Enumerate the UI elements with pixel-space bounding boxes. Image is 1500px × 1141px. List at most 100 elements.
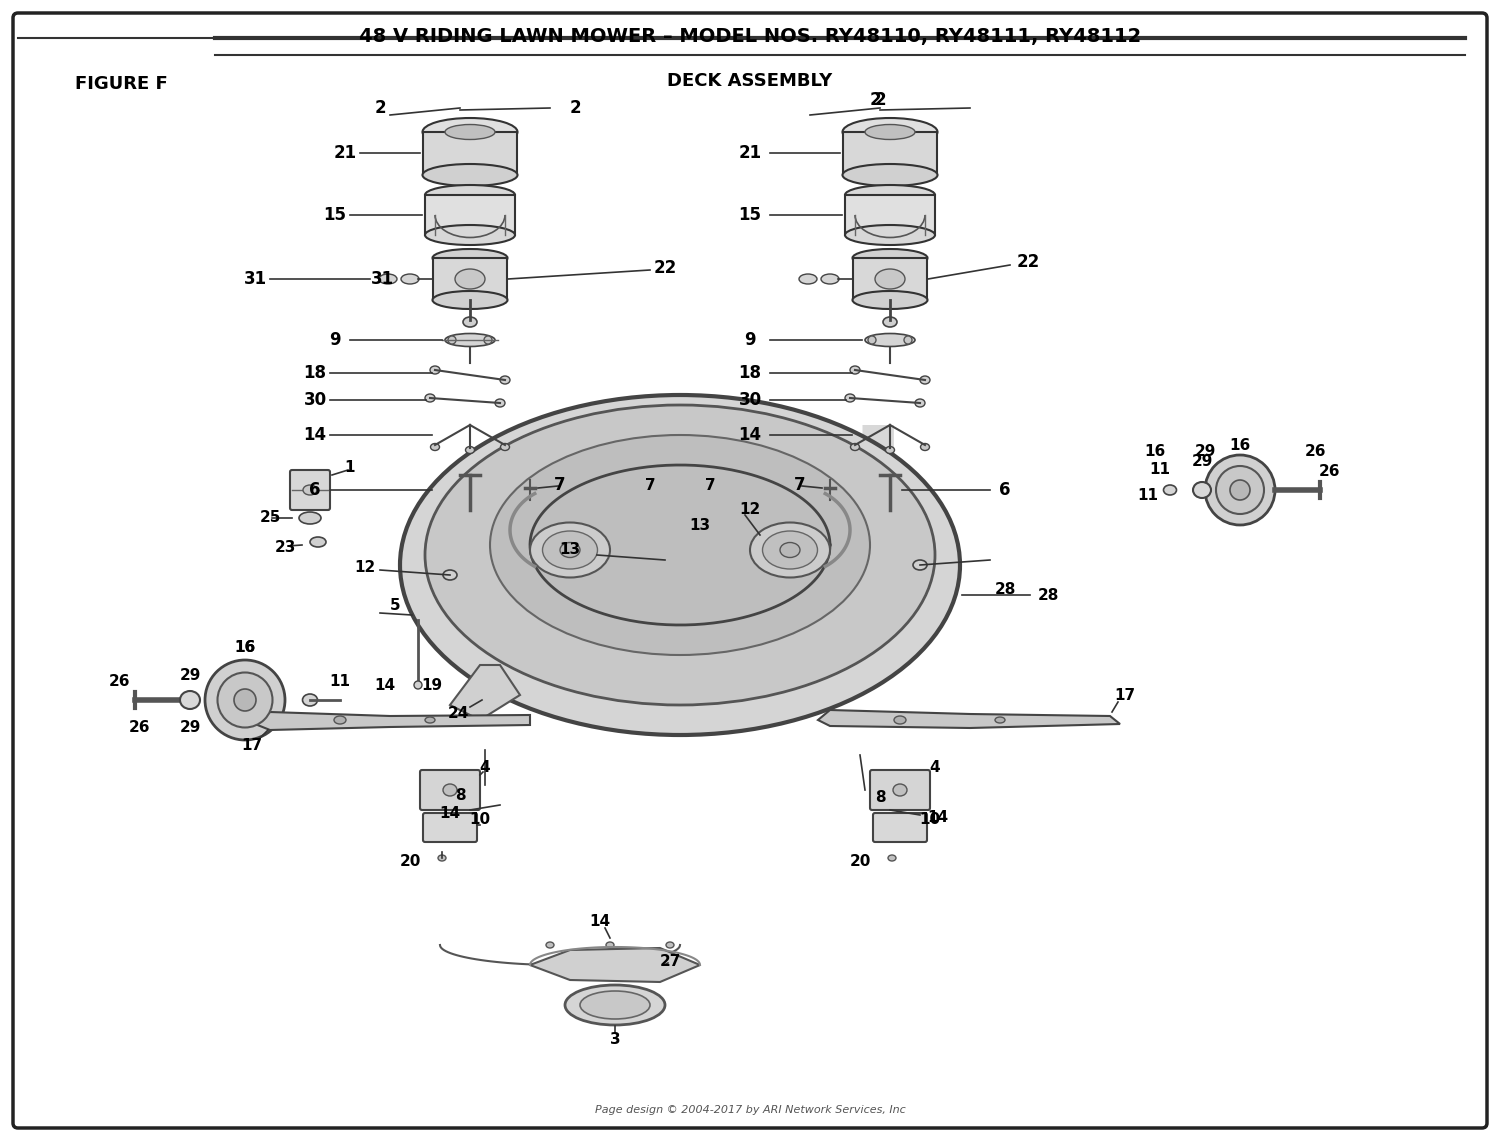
Text: 17: 17: [242, 737, 262, 753]
Ellipse shape: [850, 366, 859, 374]
Text: 29: 29: [180, 720, 201, 736]
Text: 14: 14: [303, 426, 327, 444]
FancyBboxPatch shape: [870, 770, 930, 810]
Text: 18: 18: [303, 364, 327, 382]
FancyBboxPatch shape: [13, 13, 1486, 1128]
Ellipse shape: [442, 784, 458, 796]
Text: 3: 3: [609, 1033, 621, 1047]
Ellipse shape: [310, 537, 326, 547]
Ellipse shape: [303, 485, 316, 495]
Ellipse shape: [432, 249, 507, 267]
Ellipse shape: [414, 681, 422, 689]
Ellipse shape: [750, 523, 830, 577]
Ellipse shape: [424, 394, 435, 402]
Polygon shape: [843, 132, 938, 175]
Ellipse shape: [442, 570, 458, 580]
Polygon shape: [255, 712, 530, 730]
Ellipse shape: [844, 394, 855, 402]
Ellipse shape: [920, 377, 930, 385]
Ellipse shape: [501, 444, 510, 451]
Text: 14: 14: [927, 809, 948, 825]
Ellipse shape: [303, 694, 318, 706]
FancyBboxPatch shape: [290, 470, 330, 510]
Ellipse shape: [206, 659, 285, 741]
Text: 18: 18: [738, 364, 762, 382]
Text: FIGURE F: FIGURE F: [75, 75, 168, 94]
Text: 2: 2: [568, 99, 580, 118]
Ellipse shape: [500, 377, 510, 385]
Ellipse shape: [454, 269, 484, 289]
Ellipse shape: [334, 717, 346, 725]
Ellipse shape: [892, 784, 908, 796]
Ellipse shape: [1164, 485, 1176, 495]
Ellipse shape: [888, 855, 896, 861]
Text: 2: 2: [374, 99, 386, 118]
Polygon shape: [450, 665, 520, 720]
FancyBboxPatch shape: [420, 770, 480, 810]
Text: 7: 7: [645, 477, 656, 493]
Ellipse shape: [852, 249, 927, 267]
Text: 14: 14: [738, 426, 762, 444]
Polygon shape: [424, 195, 514, 235]
Polygon shape: [423, 132, 518, 175]
Text: 16: 16: [1230, 437, 1251, 453]
Text: 7: 7: [554, 476, 566, 494]
Polygon shape: [818, 710, 1120, 728]
Text: 2: 2: [868, 91, 880, 110]
Ellipse shape: [234, 689, 256, 711]
Text: 12: 12: [740, 502, 760, 518]
Ellipse shape: [921, 444, 930, 451]
Ellipse shape: [994, 717, 1005, 723]
Text: 22: 22: [654, 259, 676, 277]
Ellipse shape: [530, 523, 610, 577]
Text: 4: 4: [930, 761, 940, 776]
Text: 16: 16: [234, 640, 255, 655]
Ellipse shape: [844, 185, 934, 205]
Text: 27: 27: [660, 955, 681, 970]
Ellipse shape: [438, 855, 446, 861]
Ellipse shape: [423, 118, 518, 146]
Text: 21: 21: [333, 144, 357, 162]
Ellipse shape: [844, 225, 934, 245]
Ellipse shape: [915, 399, 926, 407]
Ellipse shape: [843, 118, 938, 146]
Ellipse shape: [423, 164, 518, 186]
Text: 1: 1: [345, 461, 355, 476]
Ellipse shape: [180, 691, 200, 709]
Ellipse shape: [465, 446, 474, 453]
Text: 16: 16: [1144, 445, 1166, 460]
FancyBboxPatch shape: [873, 814, 927, 842]
Text: 15: 15: [324, 207, 346, 224]
Text: 31: 31: [243, 270, 267, 288]
Ellipse shape: [424, 185, 514, 205]
Text: 20: 20: [849, 855, 870, 869]
Ellipse shape: [566, 985, 664, 1025]
Text: 15: 15: [738, 207, 762, 224]
Text: 29: 29: [1191, 454, 1212, 469]
Ellipse shape: [430, 444, 439, 451]
Ellipse shape: [490, 435, 870, 655]
Ellipse shape: [606, 942, 613, 948]
Text: 26: 26: [110, 674, 130, 689]
Text: 17: 17: [1114, 688, 1136, 703]
Text: DECK ASSEMBLY: DECK ASSEMBLY: [668, 72, 832, 90]
Text: 5: 5: [390, 598, 400, 613]
Text: 6: 6: [309, 482, 321, 499]
Ellipse shape: [904, 335, 912, 343]
Polygon shape: [844, 195, 934, 235]
Text: 10: 10: [470, 812, 490, 827]
Text: 11: 11: [330, 674, 351, 689]
Ellipse shape: [865, 124, 915, 139]
Ellipse shape: [1204, 455, 1275, 525]
Ellipse shape: [1230, 480, 1250, 500]
Text: 30: 30: [303, 391, 327, 408]
Ellipse shape: [380, 274, 398, 284]
Ellipse shape: [448, 335, 456, 343]
Ellipse shape: [884, 317, 897, 327]
Text: 22: 22: [1017, 253, 1040, 272]
Ellipse shape: [400, 274, 418, 284]
Text: 29: 29: [180, 667, 201, 682]
Text: 11: 11: [1149, 462, 1170, 477]
Ellipse shape: [894, 717, 906, 725]
Text: ARI: ARI: [591, 419, 909, 582]
